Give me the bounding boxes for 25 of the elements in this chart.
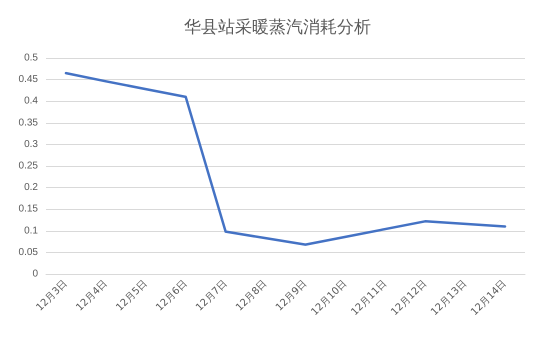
y-tick-label: 0.45 xyxy=(18,74,38,86)
y-tick-label: 0.15 xyxy=(18,204,38,215)
y-tick-label: 0.3 xyxy=(24,138,38,150)
y-tick-label: 0 xyxy=(32,268,38,280)
line-series xyxy=(64,72,506,246)
x-tick-label: 12月4日 xyxy=(74,278,110,314)
y-tick-label: 0.35 xyxy=(18,117,38,128)
y-tick-label: 0.05 xyxy=(18,246,38,258)
x-tick-label: 12月13日 xyxy=(429,278,470,318)
x-tick-label: 12月10日 xyxy=(309,278,350,318)
chart-title: 华县站采暖蒸汽消耗分析 xyxy=(184,18,371,38)
x-tick-label: 12月5日 xyxy=(114,278,150,314)
x-tick-label: 12月6日 xyxy=(154,278,190,314)
x-tick-label: 12月9日 xyxy=(274,278,310,314)
y-tick-label: 0.5 xyxy=(24,52,38,64)
y-tick-label: 0.4 xyxy=(24,96,38,107)
x-tick-label: 12月8日 xyxy=(234,278,270,314)
x-tick-label: 12月12日 xyxy=(389,278,430,318)
y-tick-label: 0.25 xyxy=(18,160,38,172)
y-tick-label: 0.2 xyxy=(24,182,38,194)
x-tick-label: 12月3日 xyxy=(34,278,70,314)
x-tick-label: 12月11日 xyxy=(349,278,390,318)
x-tick-label: 12月14日 xyxy=(469,278,509,318)
y-tick-label: 0.1 xyxy=(24,225,38,236)
x-tick-label: 12月7日 xyxy=(194,278,230,314)
